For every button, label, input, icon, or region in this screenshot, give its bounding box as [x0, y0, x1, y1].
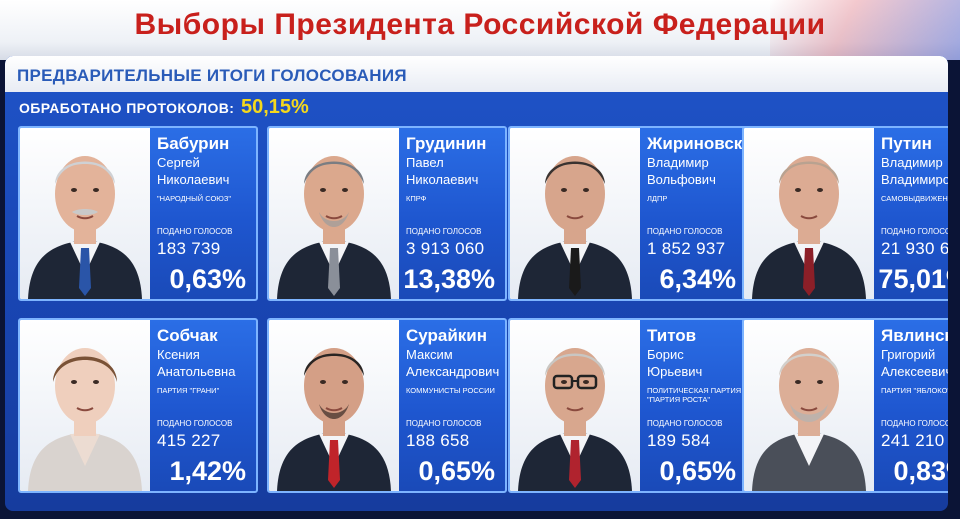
candidate-card: Путин Владимир Владимирович Самовыдвижение п…: [742, 126, 948, 301]
votes-label: подано голосов: [406, 419, 482, 428]
candidate-photo: [20, 128, 150, 299]
candidate-votes: 183 739: [157, 239, 221, 258]
candidate-info: Жириновский Владимир Вольфович ЛДПР: [647, 134, 746, 203]
portrait-icon: [752, 156, 866, 299]
candidate-patronymic: Александрович: [406, 364, 500, 379]
candidate-info: Бабурин Сергей Николаевич "Народный союз": [157, 134, 252, 203]
candidate-info: Явлинский Григорий Алексеевич Партия "Яблок…: [881, 326, 948, 395]
candidate-photo: [510, 320, 640, 491]
candidate-photo: [744, 128, 874, 299]
candidate-first-name: Григорий: [881, 347, 936, 362]
candidate-first-name: Владимир: [881, 155, 943, 170]
candidate-percent: 75,01%: [878, 264, 948, 294]
candidate-percent: 13,38%: [403, 264, 495, 294]
candidate-card: Жириновский Владимир Вольфович ЛДПР подано г…: [508, 126, 748, 301]
votes-label: подано голосов: [406, 227, 482, 236]
votes-label: подано голосов: [157, 419, 233, 428]
candidate-info: Путин Владимир Владимирович Самовыдвижение: [881, 134, 948, 203]
candidate-patronymic: Николаевич: [406, 172, 479, 187]
votes-label: подано голосов: [157, 227, 233, 236]
candidate-votes: 3 913 060: [406, 239, 485, 258]
candidate-percent: 0,63%: [169, 264, 246, 294]
candidate-card: Титов Борис Юрьевич Политическая партия "Пар…: [508, 318, 748, 493]
candidate-first-name: Владимир: [647, 155, 709, 170]
candidate-party-line2: "Партия Роста": [647, 395, 711, 404]
candidate-info: Грудинин Павел Николаевич КПРФ: [406, 134, 501, 203]
candidate-party: Партия "Яблоко": [881, 386, 948, 395]
votes-label: подано голосов: [647, 227, 723, 236]
candidate-first-name: Борис: [647, 347, 684, 362]
candidate-first-name: Сергей: [157, 155, 200, 170]
portrait-icon: [752, 348, 866, 491]
candidate-party: КПРФ: [406, 194, 427, 203]
candidate-info: Собчак Ксения Анатольевна Партия "Грани": [157, 326, 252, 395]
candidate-surname: Жириновский: [647, 134, 746, 153]
candidate-surname: Сурайкин: [406, 326, 488, 345]
candidate-votes: 241 210: [881, 431, 945, 450]
candidate-surname: Путин: [881, 134, 932, 153]
portrait-icon: [28, 156, 142, 299]
candidate-patronymic: Юрьевич: [647, 364, 703, 379]
candidate-votes: 189 584: [647, 431, 711, 450]
candidate-photo: [510, 128, 640, 299]
candidate-card: Сурайкин Максим Александрович Коммунисты Ро…: [267, 318, 507, 493]
portrait-icon: [518, 156, 632, 299]
candidate-first-name: Ксения: [157, 347, 200, 362]
candidate-patronymic: Алексеевич: [881, 364, 948, 379]
candidate-percent: 0,65%: [418, 456, 495, 486]
votes-label: подано голосов: [881, 227, 948, 236]
candidate-votes: 1 852 937: [647, 239, 726, 258]
candidate-party: ЛДПР: [647, 194, 668, 203]
votes-label: подано голосов: [647, 419, 723, 428]
candidate-surname: Бабурин: [157, 134, 230, 153]
candidate-surname: Грудинин: [406, 134, 487, 153]
candidate-photo: [744, 320, 874, 491]
candidate-party: Политическая партия: [647, 386, 742, 395]
candidate-patronymic: Анатольевна: [157, 364, 236, 379]
candidate-patronymic: Николаевич: [157, 172, 230, 187]
candidate-card: Явлинский Григорий Алексеевич Партия "Яблок…: [742, 318, 948, 493]
results-subtitle: ПРЕДВАРИТЕЛЬНЫЕ ИТОГИ ГОЛОСОВАНИЯ: [17, 66, 407, 85]
candidate-photo: [269, 128, 399, 299]
candidate-patronymic: Владимирович: [881, 172, 948, 187]
portrait-icon: [277, 156, 391, 299]
candidate-card: Собчак Ксения Анатольевна Партия "Грани" под…: [18, 318, 258, 493]
candidate-surname: Собчак: [157, 326, 218, 345]
candidate-votes: 188 658: [406, 431, 470, 450]
candidate-votes: 415 227: [157, 431, 221, 450]
header-bar: Выборы Президента Российской Федерации: [0, 0, 960, 60]
candidate-patronymic: Вольфович: [647, 172, 716, 187]
protocols-value: 50,15%: [241, 96, 309, 118]
candidate-votes: 21 930 657: [881, 239, 948, 258]
candidate-card: Грудинин Павел Николаевич КПРФ подано голосо…: [267, 126, 507, 301]
candidate-info: Сурайкин Максим Александрович Коммунисты Ро…: [406, 326, 501, 395]
candidate-party: "Народный союз": [157, 194, 232, 203]
candidate-percent: 6,34%: [659, 264, 736, 294]
candidate-photo: [269, 320, 399, 491]
panel-header: ПРЕДВАРИТЕЛЬНЫЕ ИТОГИ ГОЛОСОВАНИЯ: [5, 56, 948, 92]
votes-label: подано голосов: [881, 419, 948, 428]
candidate-party: Самовыдвижение: [881, 194, 948, 203]
candidate-surname: Явлинский: [881, 326, 948, 345]
candidate-surname: Титов: [647, 326, 697, 345]
candidate-card: Бабурин Сергей Николаевич "Народный союз" по…: [18, 126, 258, 301]
candidate-percent: 1,42%: [169, 456, 246, 486]
portrait-icon: [518, 348, 632, 491]
results-panel: ПРЕДВАРИТЕЛЬНЫЕ ИТОГИ ГОЛОСОВАНИЯ ОБРАБО…: [5, 56, 948, 511]
candidate-first-name: Павел: [406, 155, 444, 170]
candidate-first-name: Максим: [406, 347, 453, 362]
candidate-percent: 0,83%: [893, 456, 948, 486]
portrait-icon: [277, 348, 391, 491]
candidate-info: Титов Борис Юрьевич Политическая партия "Пар…: [647, 326, 742, 404]
protocols-label: ОБРАБОТАНО ПРОТОКОЛОВ:: [19, 100, 235, 116]
candidate-photo: [20, 320, 150, 491]
header-decoration: [770, 0, 960, 60]
page-title: Выборы Президента Российской Федерации: [134, 8, 826, 41]
candidate-percent: 0,65%: [659, 456, 736, 486]
candidate-party: Коммунисты России: [406, 386, 495, 395]
candidate-party: Партия "Грани": [157, 386, 220, 395]
portrait-icon: [28, 348, 142, 491]
